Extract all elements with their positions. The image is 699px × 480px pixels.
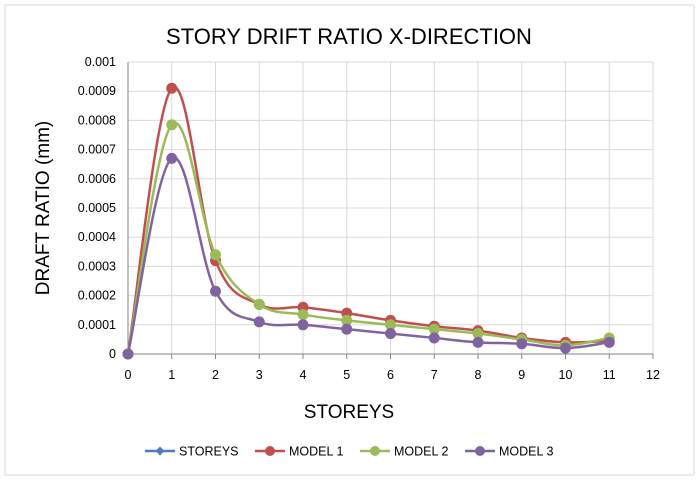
data-point-model-3: [516, 338, 528, 350]
data-point-model-1: [166, 82, 178, 94]
y-tick-labels: 0 0.0001 0.0002 0.0003 0.0004 0.0005 0.0006 0.0…: [78, 55, 116, 361]
data-point-model-3: [472, 336, 484, 348]
legend-item-model-1: MODEL 1: [255, 445, 343, 459]
y-tick-label: 0.0001: [78, 318, 116, 332]
data-point-model-2: [472, 328, 484, 340]
x-tick-label: 12: [646, 368, 660, 382]
x-tick-label: 2: [212, 368, 219, 382]
x-axis-title: STOREYS: [304, 402, 394, 423]
y-tick-label: 0.0007: [78, 143, 116, 157]
data-point-model-3: [253, 316, 265, 328]
x-tick-label: 5: [343, 368, 350, 382]
series-model-3: [122, 152, 615, 360]
data-point-model-2: [253, 298, 265, 310]
x-tick-label: 9: [518, 368, 525, 382]
data-point-model-3: [341, 323, 353, 335]
x-tick-label: 11: [603, 368, 616, 382]
data-point-model-2: [210, 249, 221, 261]
data-point-model-3: [166, 152, 178, 164]
legend-swatch-marker: [155, 446, 165, 456]
x-tick-label: 4: [300, 368, 307, 382]
legend-swatch-marker: [370, 446, 380, 456]
legend-item-model-3: MODEL 3: [465, 445, 553, 459]
data-point-model-3: [603, 336, 615, 348]
x-tick-label: 8: [475, 368, 482, 382]
y-tick-label: 0.0003: [78, 259, 116, 273]
legend-label: MODEL 1: [289, 445, 343, 459]
data-point-model-3: [297, 319, 309, 331]
x-tick-label: 10: [559, 368, 573, 382]
y-tick-label: 0.0008: [78, 113, 116, 127]
legend: STOREYS MODEL 1 MODEL 2 MODEL 3: [145, 445, 553, 459]
y-tick-label: 0.0004: [78, 230, 116, 244]
x-tick-label: 3: [256, 368, 263, 382]
legend-swatch-marker: [475, 446, 485, 456]
data-point-model-3: [428, 332, 440, 344]
y-tick-label: 0.0006: [78, 172, 116, 186]
legend-label: STOREYS: [179, 445, 239, 459]
x-tick-label: 1: [168, 368, 175, 382]
legend-item-model-2: MODEL 2: [360, 445, 448, 459]
data-point-model-3: [385, 328, 396, 340]
legend-item-storeys: STOREYS: [145, 445, 239, 459]
data-point-model-3: [210, 285, 221, 297]
series-lines: [122, 82, 615, 360]
data-point-model-2: [297, 309, 309, 321]
legend-label: MODEL 3: [499, 445, 553, 459]
y-tick-label: 0.001: [85, 55, 116, 69]
data-point-model-3: [122, 348, 134, 360]
data-point-model-2: [341, 314, 353, 326]
data-point-model-3: [560, 342, 571, 354]
y-tick-label: 0.0009: [78, 84, 116, 98]
x-tick-label: 6: [387, 368, 394, 382]
legend-label: MODEL 2: [394, 445, 448, 459]
y-axis-title: DRAFT RATIO (mm): [33, 121, 54, 296]
chart-title: STORY DRIFT RATIO X-DIRECTION: [166, 24, 532, 49]
y-tick-label: 0.0005: [78, 201, 116, 215]
data-point-model-2: [166, 119, 178, 131]
chart-border: [4, 4, 695, 476]
x-tick-label: 0: [125, 368, 132, 382]
data-point-model-2: [428, 323, 440, 335]
y-tick-label: 0: [109, 347, 116, 361]
y-tick-label: 0.0002: [78, 289, 116, 303]
x-tick-label: 7: [431, 368, 438, 382]
x-tick-labels: 0 1 2 3 4 5 6 7 8 9 10 11 12: [125, 368, 660, 382]
legend-swatch-marker: [265, 446, 275, 456]
data-point-model-2: [385, 319, 396, 331]
